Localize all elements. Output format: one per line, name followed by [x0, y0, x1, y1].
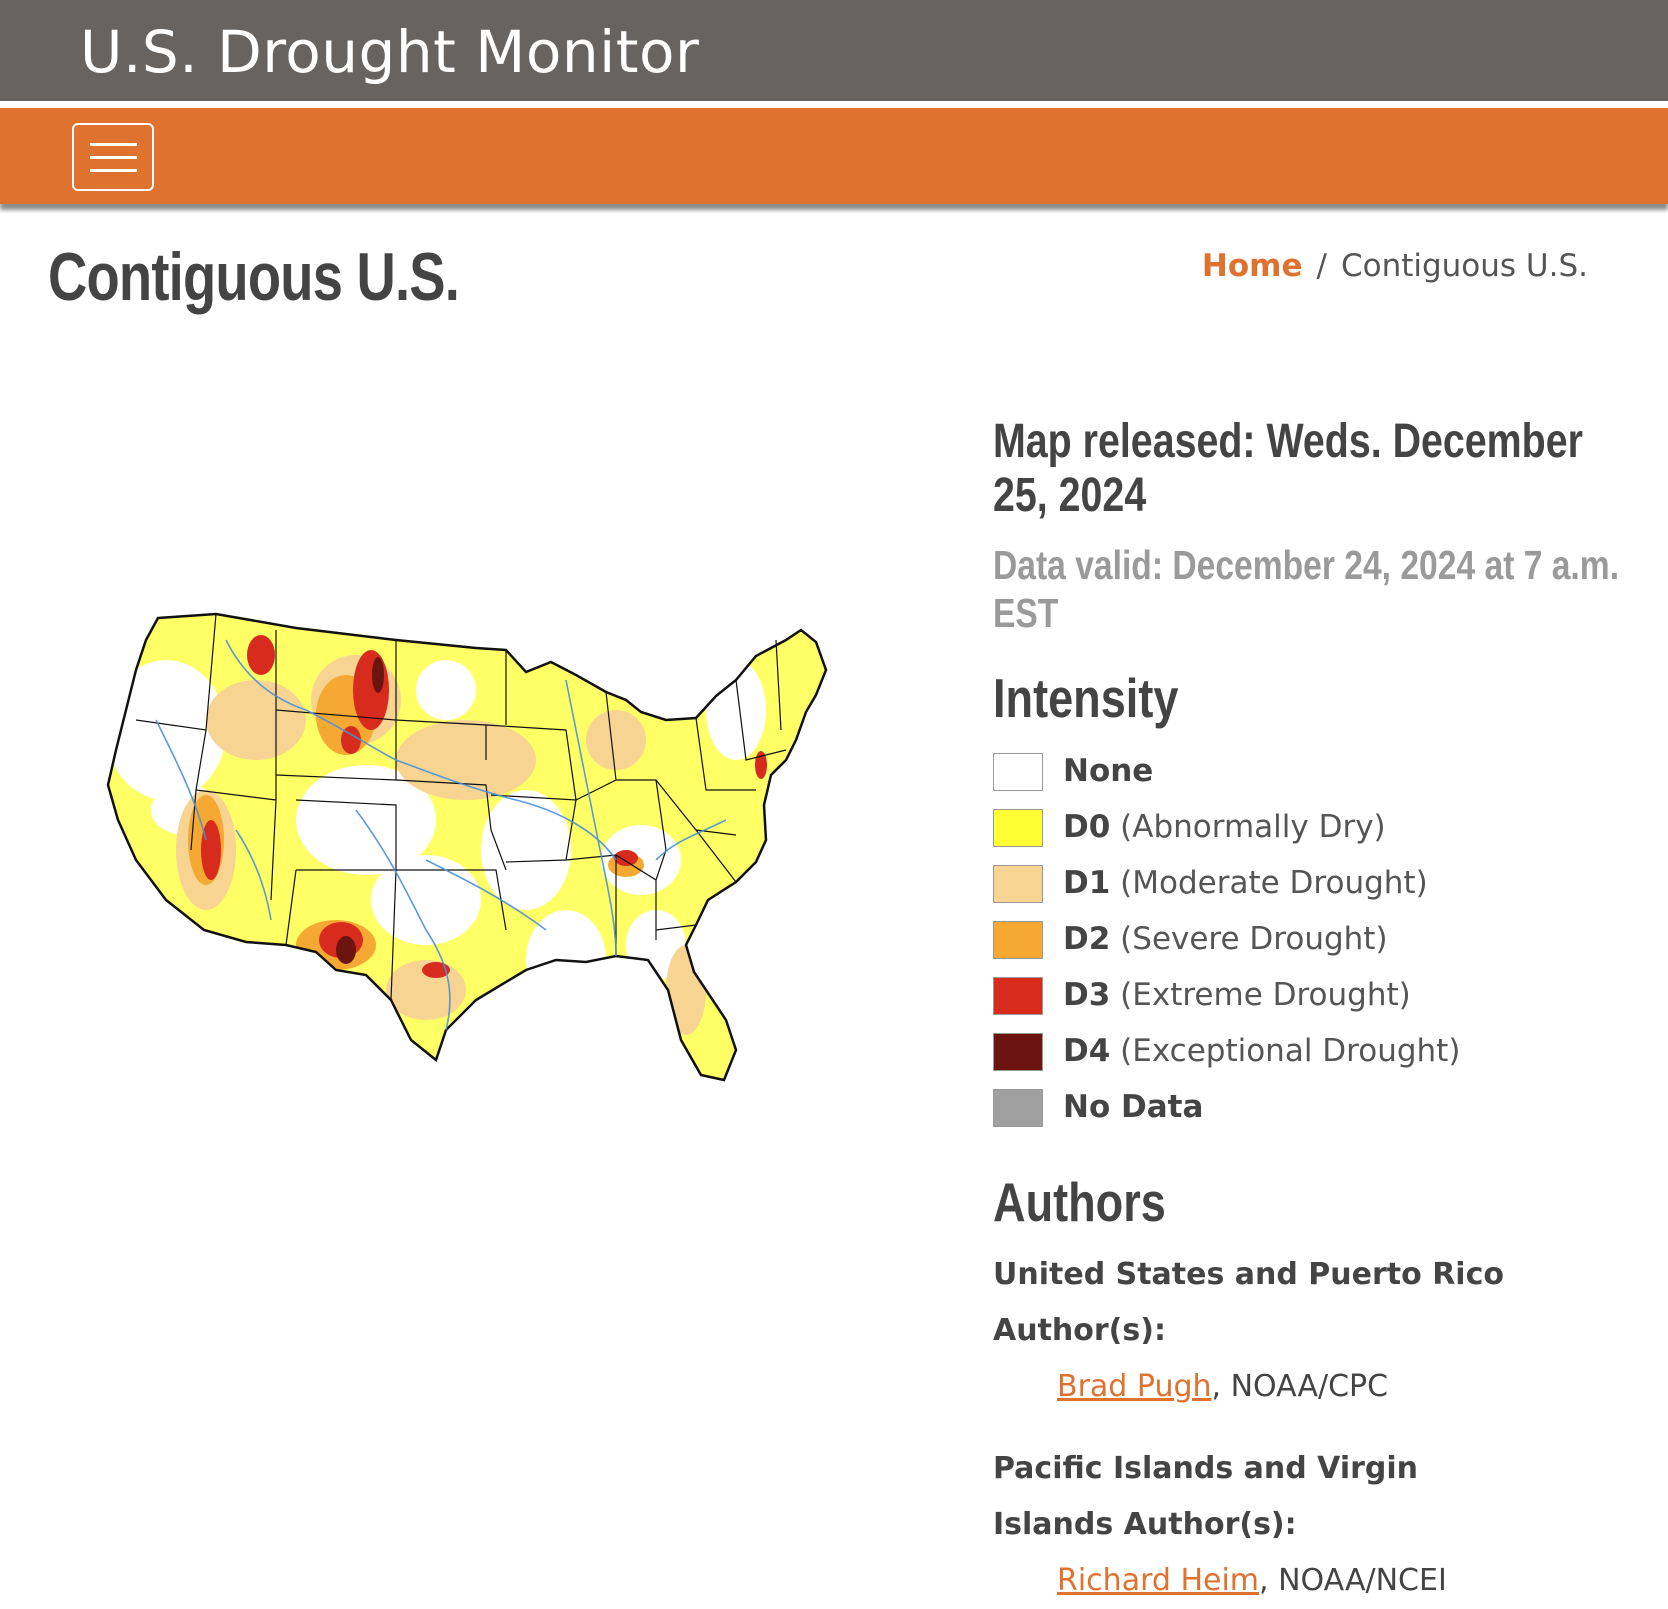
legend-item: D2 (Severe Drought) — [993, 917, 1633, 973]
legend-label: (Extreme Drought) — [1120, 977, 1411, 1013]
page-title: Contiguous U.S. — [48, 239, 460, 315]
breadcrumb-home-link[interactable]: Home — [1201, 248, 1303, 284]
site-header: U.S. Drought Monitor — [0, 0, 1668, 101]
intensity-heading: Intensity — [993, 667, 1179, 729]
author-entry: Richard Heim, NOAA/NCEI — [1057, 1553, 1633, 1609]
breadcrumb: Home / Contiguous U.S. — [1202, 248, 1588, 284]
map-info-panel: Map released: Weds. December 25, 2024 Da… — [993, 415, 1633, 1609]
legend-swatch-d3 — [993, 977, 1043, 1015]
legend-label: No Data — [1063, 1089, 1204, 1125]
data-valid-date: Data valid: December 24, 2024 at 7 a.m. … — [993, 542, 1620, 636]
map-released-date: Map released: Weds. December 25, 2024 — [993, 415, 1583, 522]
legend-item: None — [993, 749, 1633, 805]
hamburger-menu-button[interactable] — [72, 123, 154, 191]
legend-swatch-d1 — [993, 865, 1043, 903]
breadcrumb-current: Contiguous U.S. — [1340, 248, 1588, 284]
legend-item: D3 (Extreme Drought) — [993, 973, 1633, 1029]
legend-code: D1 — [1063, 865, 1111, 901]
legend-item: No Data — [993, 1085, 1633, 1141]
legend-item: D1 (Moderate Drought) — [993, 861, 1633, 917]
author-link[interactable]: Brad Pugh — [1057, 1369, 1212, 1404]
author-link[interactable]: Richard Heim — [1057, 1563, 1260, 1598]
author-org: , NOAA/CPC — [1211, 1369, 1389, 1404]
author-org: , NOAA/NCEI — [1259, 1563, 1447, 1598]
legend-item: D0 (Abnormally Dry) — [993, 805, 1633, 861]
authors-heading: Authors — [993, 1171, 1166, 1233]
author-group-title: United States and Puerto Rico Author(s): — [993, 1257, 1504, 1348]
nav-bar — [0, 108, 1668, 204]
legend-label: (Severe Drought) — [1120, 921, 1388, 957]
legend-code: D4 — [1063, 1033, 1111, 1069]
hamburger-icon — [90, 169, 137, 172]
hamburger-icon — [90, 143, 137, 146]
legend-label: (Abnormally Dry) — [1120, 809, 1386, 845]
legend-swatch-d0 — [993, 809, 1043, 847]
intensity-legend: None D0 (Abnormally Dry) D1 (Moderate Dr… — [993, 749, 1633, 1141]
author-group-title: Pacific Islands and Virgin Islands Autho… — [993, 1451, 1419, 1542]
legend-code: D3 — [1063, 977, 1111, 1013]
legend-swatch-none — [993, 753, 1043, 791]
drought-map[interactable] — [96, 600, 906, 1120]
breadcrumb-separator: / — [1316, 248, 1327, 284]
legend-swatch-d4 — [993, 1033, 1043, 1071]
drought-map-image — [106, 612, 828, 1082]
author-entry: Brad Pugh, NOAA/CPC — [1057, 1359, 1633, 1415]
hamburger-icon — [90, 156, 137, 159]
legend-label: (Moderate Drought) — [1120, 865, 1428, 901]
legend-code: D0 — [1063, 809, 1111, 845]
site-title[interactable]: U.S. Drought Monitor — [80, 18, 700, 86]
legend-item: D4 (Exceptional Drought) — [993, 1029, 1633, 1085]
legend-code: D2 — [1063, 921, 1111, 957]
legend-label: None — [1063, 753, 1154, 789]
authors-list: United States and Puerto Rico Author(s):… — [993, 1247, 1633, 1609]
legend-swatch-d2 — [993, 921, 1043, 959]
legend-label: (Exceptional Drought) — [1120, 1033, 1461, 1069]
legend-swatch-no-data — [993, 1089, 1043, 1127]
